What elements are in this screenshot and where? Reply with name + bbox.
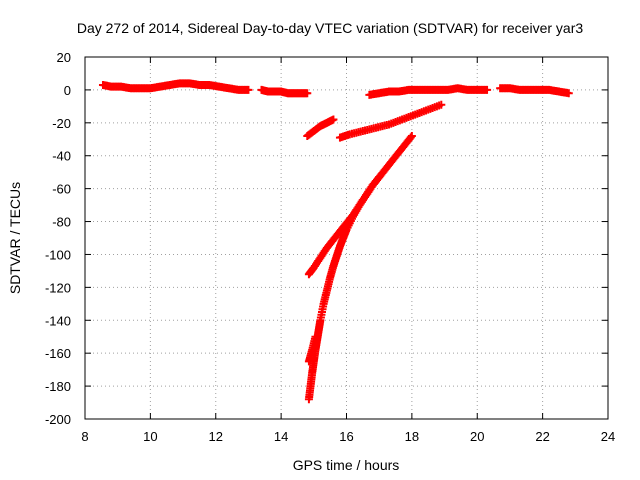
x-tick-label: 10: [143, 429, 157, 444]
x-tick-label: 16: [339, 429, 353, 444]
x-tick-labels: 8 10 12 14 16 18 20 22 24: [81, 429, 615, 444]
x-tick-label: 12: [209, 429, 223, 444]
data-series: [304, 332, 320, 366]
axis-ticks: [84, 56, 609, 420]
data-layer: [98, 79, 573, 404]
x-axis-label: GPS time / hours: [293, 457, 400, 473]
y-tick-label: -140: [45, 313, 71, 328]
x-tick-label: 20: [470, 429, 484, 444]
y-tick-label: 20: [57, 50, 71, 65]
x-tick-label: 8: [81, 429, 88, 444]
y-tick-labels: 20 0 -20 -40 -60 -80 -100 -120 -140 -160 -180 -200: [45, 50, 71, 427]
y-tick-label: -120: [45, 280, 71, 295]
y-tick-label: -20: [52, 116, 71, 131]
data-series: [496, 84, 573, 98]
x-tick-label: 22: [535, 429, 549, 444]
x-tick-label: 14: [274, 429, 288, 444]
data-point: [564, 89, 573, 98]
data-series: [335, 100, 446, 142]
y-tick-label: 0: [64, 83, 71, 98]
y-axis-label: SDTVAR / TECUs: [7, 182, 23, 294]
data-series: [304, 173, 384, 404]
y-tick-label: -200: [45, 412, 71, 427]
data-point: [407, 131, 416, 140]
y-tick-label: -160: [45, 346, 71, 361]
data-series: [303, 115, 338, 140]
y-tick-label: -180: [45, 379, 71, 394]
data-point: [303, 89, 312, 98]
data-point: [374, 174, 383, 183]
data-point: [375, 173, 384, 182]
x-tick-label: 18: [405, 429, 419, 444]
y-tick-label: -40: [52, 149, 71, 164]
data-point: [329, 115, 338, 124]
data-point: [244, 85, 253, 94]
data-point: [406, 133, 415, 142]
y-tick-label: -80: [52, 215, 71, 230]
data-series: [257, 85, 312, 98]
x-tick-label: 24: [601, 429, 615, 444]
data-point: [311, 332, 320, 341]
y-tick-label: -100: [45, 247, 71, 262]
y-tick-label: -60: [52, 182, 71, 197]
data-point: [483, 85, 492, 94]
data-series: [365, 84, 492, 99]
data-series: [98, 79, 253, 94]
chart-title: Day 272 of 2014, Sidereal Day-to-day VTE…: [77, 20, 583, 36]
data-point: [437, 100, 446, 109]
